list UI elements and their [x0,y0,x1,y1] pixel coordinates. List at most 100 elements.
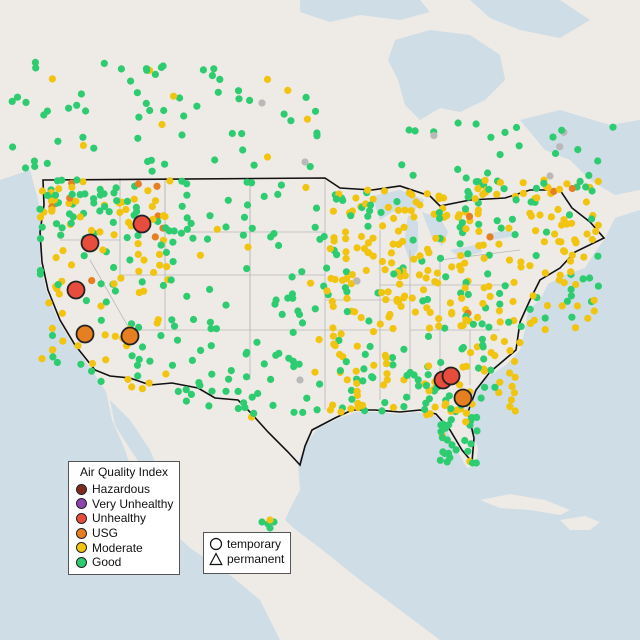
monitor-dot [311,107,320,115]
monitor-dot [266,516,274,524]
monitor-dot [405,126,413,134]
monitor-dot [228,129,236,138]
monitor-dot [609,123,617,131]
temporary-monitor-marker[interactable] [80,233,100,253]
temporary-monitor-marker[interactable] [441,366,461,386]
monitor-dot [79,133,87,141]
monitor-dot [45,299,53,307]
monitor-dot [57,231,65,239]
monitor-dot [178,202,186,210]
monitor-dot [390,214,398,222]
monitor-dot [151,70,159,78]
monitor-dot [512,196,520,204]
monitor-dot [594,157,602,165]
monitor-dot [48,324,56,332]
monitor-dot [527,212,536,220]
monitor-dot [336,350,344,359]
monitor-dot [342,255,350,263]
monitor-dot [52,254,60,262]
legend-label: USG [92,526,119,541]
temporary-monitor-marker[interactable] [453,388,473,408]
legend-label: Unhealthy [92,511,147,526]
monitor-dot [134,231,142,240]
monitor-dot [148,202,156,211]
temporary-monitor-marker[interactable] [132,214,152,234]
monitor-dot [410,255,418,263]
monitor-dot [464,447,472,455]
monitor-dot [500,337,508,346]
monitor-dot [76,191,84,199]
monitor-dot [561,248,569,256]
good-swatch [76,556,87,568]
monitor-dot [49,346,57,354]
monitor-dot [461,436,469,445]
monitor-dot [393,295,401,303]
monitor-dot [515,142,523,150]
monitor-dot [527,198,535,206]
monitor-dot [497,224,505,232]
monitor-dot [206,318,214,326]
monitor-dot [244,243,252,251]
monitor-dot [506,347,514,355]
monitor-dot [174,387,182,395]
monitor-dot [401,272,409,280]
temporary-monitor-marker[interactable] [75,324,95,344]
monitor-dot [96,207,104,215]
monitor-dot [140,256,148,264]
monitor-dot [448,263,456,271]
temporary-monitor-markers [66,214,473,408]
monitor-dot [456,223,464,231]
monitor-dot [464,290,472,299]
monitor-dot [210,65,218,73]
monitor-dot [400,294,408,302]
monitor-dot [342,268,350,276]
monitor-dot [111,332,119,340]
monitor-dot [359,377,367,385]
monitor-dot [576,177,584,185]
monitor-dot [222,387,230,395]
monitor-dot [495,307,503,315]
monitor-dot [580,253,588,261]
monitor-dot [551,149,560,158]
monitor-dot [348,271,356,279]
temporary-monitor-marker[interactable] [120,326,140,346]
monitor-dot [97,377,105,385]
monitor-dot [207,325,215,333]
temporary-monitor-marker[interactable] [66,280,86,300]
monitor-dot [479,341,487,349]
monitor-dot [496,378,504,386]
legend-item-good: Good [69,555,179,570]
monitor-dot [506,369,514,377]
monitor-dot [397,302,405,310]
monitor-dot [380,381,388,389]
monitor-dot [462,174,470,182]
monitor-dot [97,280,105,288]
monitor-dot [592,227,600,235]
monitor-dot [330,237,338,245]
monitor-dot [239,146,247,154]
monitor-dot [222,223,230,231]
monitor-dot [135,267,143,275]
circle-icon [209,537,223,550]
monitor-dot [306,163,314,171]
monitor-dot [485,185,493,193]
monitor-dot [419,297,427,305]
monitor-dot [142,65,151,73]
monitor-dot [263,75,272,83]
monitor-dot [377,208,385,217]
monitor-dot [364,222,372,230]
triangle-icon [209,551,223,565]
monitor-dot [433,269,441,277]
monitor-dot [369,234,377,242]
monitor-dot [9,143,17,151]
monitor-dot [462,279,470,287]
monitor-dot [280,110,288,118]
legend-item-unhealthy: Unhealthy [69,511,179,526]
monitor-dot [481,383,489,391]
monitor-dot [526,262,534,270]
monitor-dot [156,261,164,269]
monitor-dot [547,213,556,221]
permanent-label: permanent [227,551,285,566]
monitor-dot [434,279,442,287]
monitor-dot [284,294,292,302]
